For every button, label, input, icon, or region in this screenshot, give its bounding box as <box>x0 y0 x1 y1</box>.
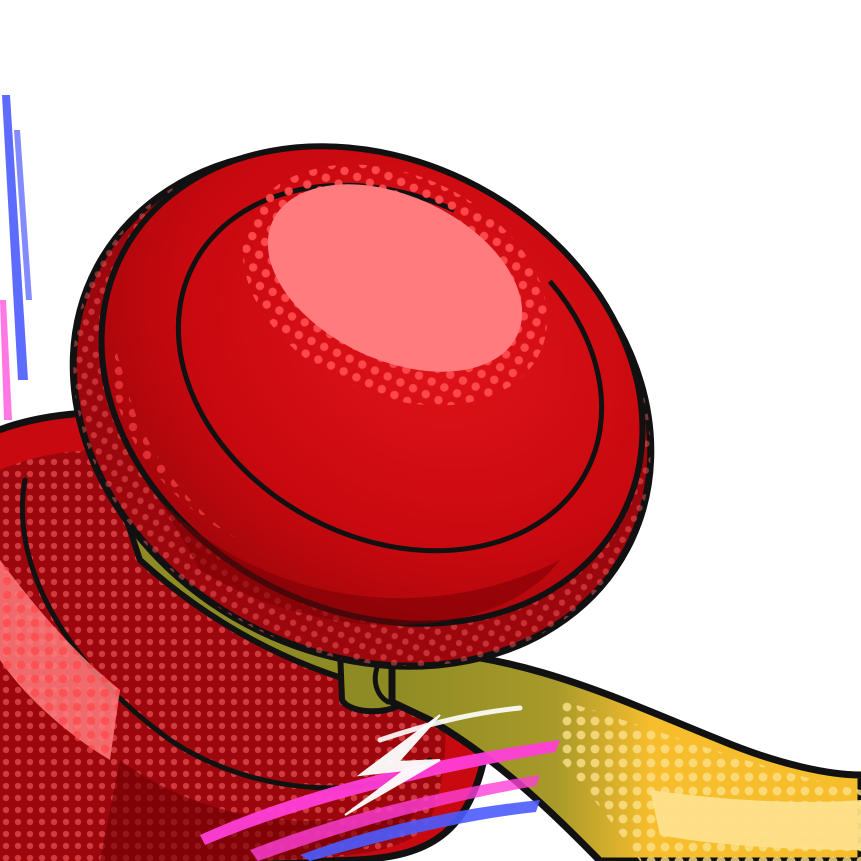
spark <box>344 714 441 816</box>
speed-line-blue-bottom <box>300 800 540 861</box>
speed-line-magenta <box>200 740 560 845</box>
front-disc-groove <box>175 182 605 554</box>
speed-line-blue-left <box>2 95 28 380</box>
front-disc-highlight <box>267 184 523 372</box>
front-disc <box>69 143 655 670</box>
motion-effects <box>0 95 560 861</box>
string-highlight <box>650 790 861 850</box>
